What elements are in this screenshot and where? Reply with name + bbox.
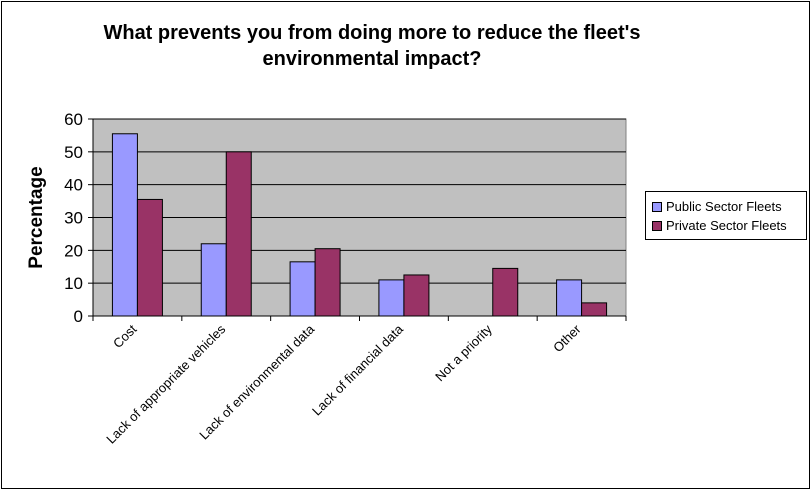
bar-public-3 [378, 279, 405, 317]
y-tick-label-50: 50 [64, 143, 83, 162]
bar-private-3 [403, 274, 430, 317]
legend-swatch-private [652, 220, 662, 231]
legend: Public Sector Fleets Private Sector Flee… [645, 191, 807, 240]
bar-private-5 [581, 302, 608, 317]
bar-private-1 [225, 151, 252, 317]
y-tick-label-0: 0 [74, 307, 83, 326]
y-axis-label: Percentage [26, 166, 47, 268]
legend-swatch-public [652, 201, 662, 212]
x-tick-label-4: Not a priority [432, 321, 495, 384]
bar-private-0 [136, 198, 163, 317]
y-tick-label-30: 30 [64, 209, 83, 228]
bar-public-0 [111, 133, 138, 317]
bar-private-4 [492, 267, 519, 317]
chart-title: What prevents you from doing more to red… [103, 22, 641, 70]
x-tick-label-5: Other [550, 321, 584, 355]
y-tick-label-20: 20 [64, 241, 83, 260]
bar-public-1 [200, 243, 227, 317]
legend-item-private: Private Sector Fleets [652, 218, 787, 234]
bar-public-5 [556, 279, 583, 317]
bar-public-2 [289, 261, 316, 317]
x-tick-label-0: Cost [110, 321, 140, 351]
legend-item-public: Public Sector Fleets [652, 199, 782, 215]
bar-private-2 [314, 248, 341, 317]
y-tick-label-40: 40 [64, 176, 83, 195]
y-tick-label-60: 60 [64, 110, 83, 129]
legend-label-private: Private Sector Fleets [666, 218, 787, 233]
y-tick-label-10: 10 [64, 274, 83, 293]
x-tick-label-3: Lack of financial data [309, 321, 407, 419]
legend-label-public: Public Sector Fleets [666, 199, 782, 214]
